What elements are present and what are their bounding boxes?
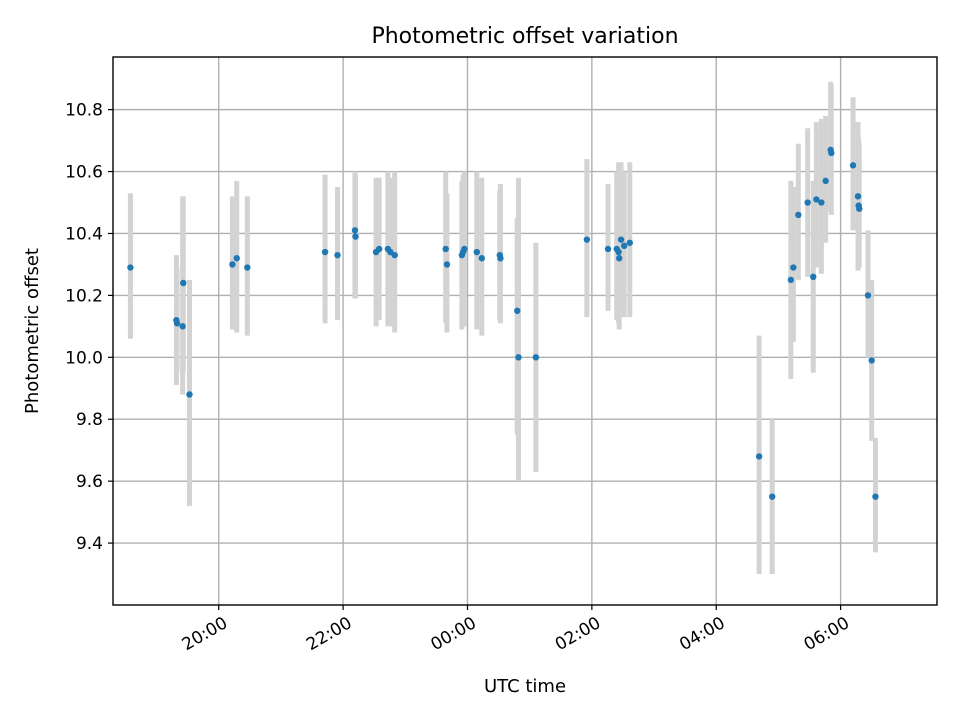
data-point	[334, 251, 341, 259]
data-point	[868, 357, 875, 364]
x-tick-label: 22:00	[303, 613, 355, 655]
data-point	[127, 264, 134, 271]
y-tick-label: 10.6	[65, 163, 103, 183]
y-tick-label: 10.4	[65, 224, 103, 244]
data-point	[616, 255, 623, 262]
data-point	[872, 493, 879, 500]
y-axis: 9.4 9.6 9.8 10.0 10.2 10.4 10.6 10.8	[65, 101, 113, 554]
data-point	[244, 264, 251, 271]
data-point	[229, 261, 236, 268]
data-point	[617, 236, 625, 243]
data-point	[790, 264, 797, 271]
data-point	[375, 245, 383, 253]
data-point	[173, 320, 181, 327]
data-point	[352, 233, 359, 240]
y-tick-label: 10.2	[65, 286, 103, 306]
data-point	[795, 211, 802, 219]
data-point	[828, 149, 835, 157]
data-point	[769, 493, 776, 500]
data-point	[822, 177, 829, 185]
data-point	[179, 323, 186, 330]
y-axis-label: Photometric offset	[22, 248, 43, 414]
data-point	[186, 391, 193, 398]
data-point	[583, 236, 591, 243]
data-point	[864, 292, 872, 299]
x-tick-label: 02:00	[552, 613, 604, 655]
data-point	[443, 261, 451, 268]
data-points	[127, 146, 879, 500]
x-axis: 20:00 22:00 00:00 02:00 04:00 06:00	[179, 605, 853, 655]
x-tick-label: 06:00	[801, 613, 853, 655]
data-point	[787, 276, 795, 284]
error-bars	[127, 81, 878, 575]
data-point	[497, 255, 504, 262]
x-tick-label: 20:00	[179, 613, 231, 655]
plot-frame	[112, 56, 938, 606]
data-point	[849, 162, 857, 169]
data-point	[351, 227, 359, 234]
data-point	[478, 255, 485, 262]
data-point	[515, 354, 522, 361]
x-axis-label: UTC time	[484, 676, 566, 697]
data-point	[620, 242, 628, 250]
data-point	[804, 199, 811, 206]
y-tick-label: 9.6	[76, 472, 103, 492]
data-point	[442, 245, 449, 253]
y-tick-label: 10.0	[65, 348, 103, 368]
data-point	[514, 307, 521, 315]
data-point	[461, 245, 468, 253]
data-point	[321, 248, 329, 256]
data-point	[604, 245, 612, 253]
data-point	[473, 248, 481, 256]
data-point	[626, 239, 633, 246]
data-point	[532, 354, 540, 361]
data-point	[755, 453, 763, 460]
y-tick-label: 9.4	[76, 534, 103, 554]
data-point	[854, 193, 862, 200]
chart-title: Photometric offset variation	[371, 24, 678, 49]
data-point	[856, 205, 863, 212]
y-tick-label: 10.8	[65, 101, 103, 121]
data-point	[391, 251, 398, 259]
x-tick-label: 00:00	[427, 613, 479, 655]
x-tick-label: 04:00	[676, 613, 728, 655]
data-point	[818, 199, 825, 206]
y-tick-label: 9.8	[76, 410, 103, 430]
data-point	[615, 248, 622, 256]
data-point	[233, 255, 240, 262]
data-point	[180, 279, 187, 287]
data-point	[813, 196, 820, 203]
data-point	[810, 273, 817, 281]
